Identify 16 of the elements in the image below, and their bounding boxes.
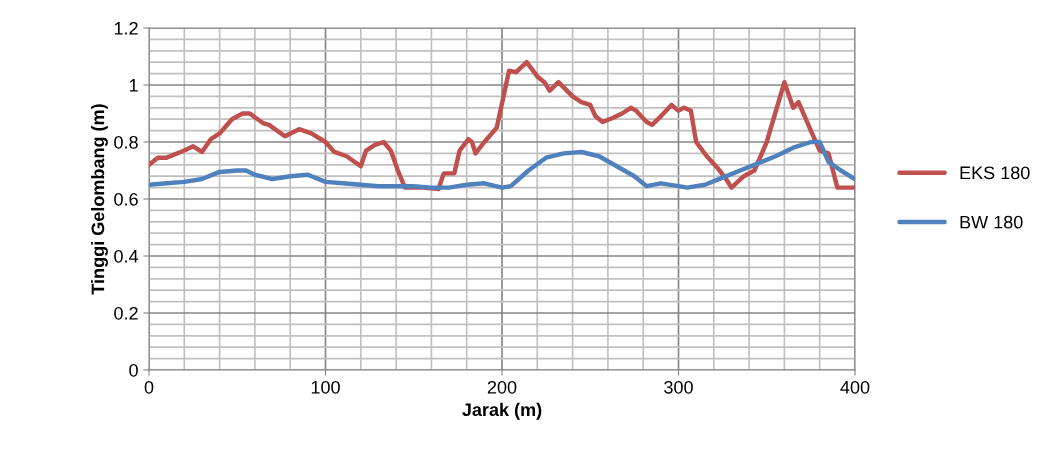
y-tick-label: 0.2 [114, 306, 138, 320]
x-tick-label: 0 [144, 380, 154, 394]
legend-label: EKS 180 [960, 166, 1030, 180]
x-tick-label: 400 [840, 380, 870, 394]
x-tick-label: 300 [664, 380, 693, 394]
x-tick-label: 100 [311, 380, 340, 394]
x-tick-label: 200 [487, 380, 517, 394]
y-axis-title: Tinggi Gelombang (m) [91, 104, 108, 295]
y-tick-label: 0.8 [114, 135, 138, 149]
legend-label: BW 180 [960, 215, 1023, 229]
y-tick-label: 1.2 [114, 21, 138, 35]
y-tick-label: 1 [129, 79, 138, 92]
y-tick-label: 0.6 [114, 192, 138, 206]
y-tick-label: 0.4 [114, 249, 139, 263]
x-axis-title: Jarak (m) [462, 402, 542, 420]
y-tick-label: 0 [129, 363, 138, 377]
